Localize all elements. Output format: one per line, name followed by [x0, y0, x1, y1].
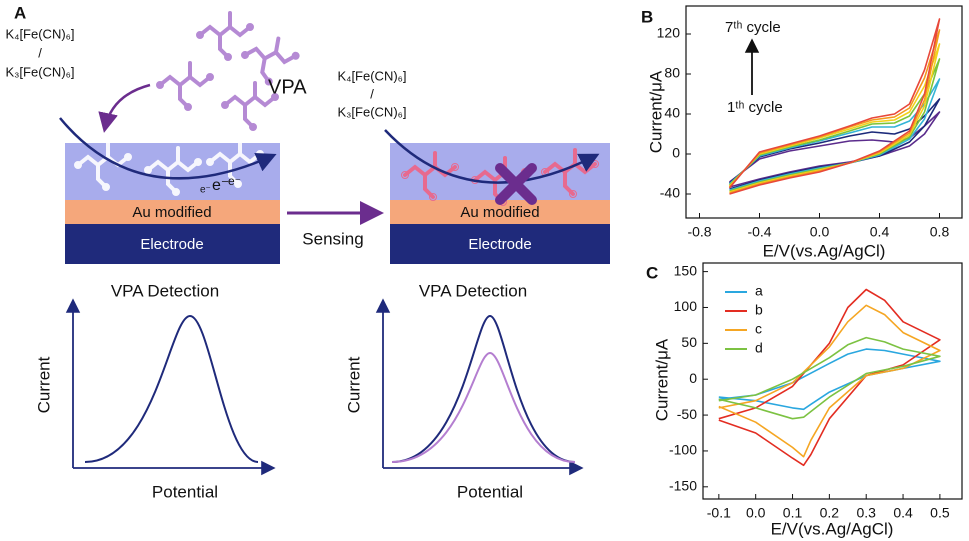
plot-title: VPA Detection — [111, 281, 219, 300]
peak-curve — [391, 351, 576, 463]
reagent-slash: / — [370, 86, 374, 101]
y-tick-label: 0 — [672, 145, 680, 161]
x-axis-label: E/V(vs.Ag/AgCl) — [763, 241, 886, 260]
electrode-label: Electrode — [468, 236, 531, 253]
peak-curve — [84, 314, 259, 463]
axis-label: Current — [344, 356, 363, 413]
annotation: 1ᵗʰ cycle — [727, 99, 783, 116]
electron: e⁻ — [200, 185, 211, 196]
cv-curve — [718, 304, 941, 458]
cv-curve — [718, 336, 941, 420]
axis-label: Current — [34, 356, 53, 413]
x-tick-label: 0.8 — [930, 224, 950, 240]
cv-curve — [718, 348, 941, 411]
electron: e⁻ — [212, 177, 229, 194]
peak-curve — [391, 314, 576, 463]
electron-path — [59, 117, 277, 180]
x-tick-label: -0.4 — [747, 224, 771, 240]
reagent: K₄[Fe(CN)₆] — [337, 68, 406, 83]
binding-arrow — [98, 83, 151, 133]
panel-label: B — [641, 7, 653, 26]
legend-label: b — [755, 302, 763, 318]
y-tick-label: -50 — [677, 406, 697, 422]
y-axis-label: Current/μA — [646, 70, 665, 153]
cv-curve — [718, 288, 941, 467]
layer-label: Au modified — [460, 204, 539, 221]
legend-label: a — [755, 283, 763, 299]
electrode-label: Electrode — [140, 236, 203, 253]
y-tick-label: 120 — [657, 25, 681, 41]
plot-title: VPA Detection — [419, 281, 527, 300]
electrode — [65, 224, 280, 264]
cv-curve — [728, 98, 941, 190]
y-tick-label: 50 — [681, 334, 697, 350]
x-tick-label: -0.8 — [687, 224, 711, 240]
x-tick-label: 0.5 — [930, 505, 950, 521]
electron: e⁻ — [228, 174, 241, 188]
arrow-label: Sensing — [302, 229, 363, 248]
cv-curve — [728, 18, 941, 195]
x-tick-label: 0.0 — [810, 224, 830, 240]
x-tick-label: 0.2 — [820, 505, 840, 521]
y-tick-label: 40 — [664, 105, 680, 121]
x-tick-label: -0.1 — [707, 505, 731, 521]
reagent-slash: / — [38, 45, 42, 60]
electron-path — [384, 129, 600, 184]
x-tick-label: 0.0 — [746, 505, 766, 521]
x-tick-label: 0.3 — [856, 505, 876, 521]
x-tick-label: 0.4 — [893, 505, 913, 521]
plot-frame — [685, 5, 963, 219]
x-axis-label: E/V(vs.Ag/AgCl) — [771, 519, 894, 538]
x-tick-label: 0.1 — [783, 505, 803, 521]
y-tick-label: -150 — [669, 478, 697, 494]
cv-curve — [728, 43, 941, 193]
x-tick-label: 0.4 — [870, 224, 890, 240]
molecule — [154, 61, 216, 113]
y-tick-label: 0 — [689, 370, 697, 386]
y-tick-label: 150 — [674, 262, 698, 278]
blocked-mark — [495, 163, 537, 205]
axis-label: Potential — [152, 482, 218, 501]
cv-curve — [729, 111, 941, 188]
y-axis-label: Current/μA — [652, 338, 671, 421]
plot-frame — [702, 262, 963, 500]
annotation: 7ᵗʰ cycle — [725, 19, 781, 36]
y-tick-label: -40 — [660, 185, 680, 201]
electrode — [390, 224, 610, 264]
reagent: K₃[Fe(CN)₆] — [5, 64, 74, 79]
panel-label: C — [646, 263, 658, 282]
panel-label: A — [14, 3, 26, 22]
au-layer — [65, 200, 280, 224]
y-tick-label: -100 — [669, 442, 697, 458]
vpa-label: VPA — [268, 76, 307, 98]
layer-label: Au modified — [132, 204, 211, 221]
legend-label: c — [755, 321, 762, 337]
legend-label: d — [755, 340, 763, 356]
cv-curve — [728, 58, 941, 192]
reagent: K₄[Fe(CN)₆] — [5, 26, 74, 41]
cv-curve — [728, 78, 941, 191]
vpa-molecules — [154, 11, 304, 133]
y-tick-label: 100 — [674, 298, 698, 314]
reagent: K₃[Fe(CN)₆] — [337, 104, 406, 119]
y-tick-label: 80 — [664, 65, 680, 81]
axis-label: Potential — [457, 482, 523, 501]
